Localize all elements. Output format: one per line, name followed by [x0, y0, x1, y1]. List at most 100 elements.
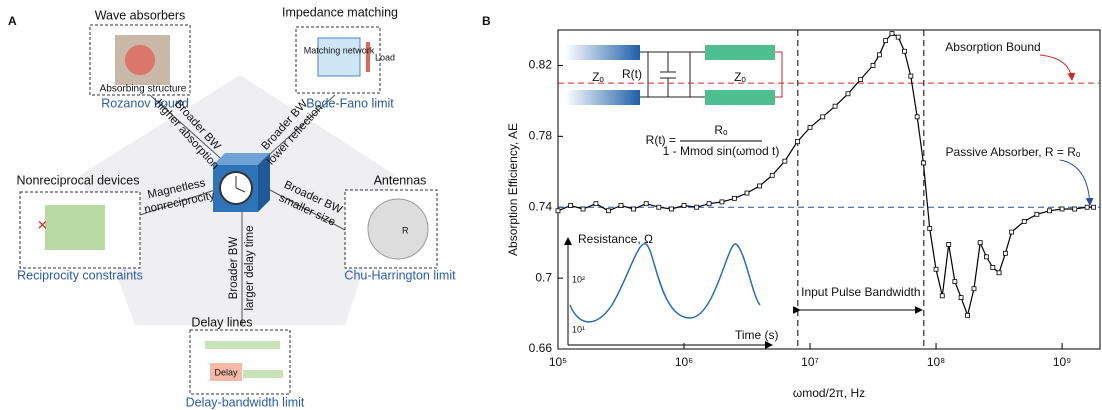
drawing-part [139, 189, 216, 216]
inset-tick: 10² [572, 274, 585, 284]
x-tick-label: 10⁸ [927, 355, 945, 369]
data-point [870, 63, 876, 68]
inset-label: Time (s) [735, 328, 779, 342]
node-title: Delay lines [191, 315, 252, 329]
data-point [782, 158, 788, 164]
circuit-label: R(t) [622, 67, 642, 81]
icon [367, 198, 429, 260]
data-point [731, 195, 737, 201]
drawing-part [213, 153, 270, 165]
icon [45, 205, 105, 250]
data-point [593, 201, 599, 207]
data-point [656, 204, 662, 210]
drawing-part [569, 243, 761, 323]
annotation: Passive Absorber, R = Rₒ [946, 145, 1081, 159]
data-point [1021, 218, 1027, 224]
circuit-label: Zₒ [592, 70, 604, 84]
drawing-part [565, 90, 640, 105]
data-point [883, 38, 889, 44]
data-point [580, 206, 586, 212]
data-point [795, 139, 800, 145]
icon [125, 45, 155, 75]
node-limit: Rozanov bound [101, 96, 189, 110]
data-point [1084, 204, 1090, 210]
node-limit: Bode-Fano limit [306, 96, 394, 110]
annotation: Input Pulse Bandwidth [801, 285, 920, 299]
panel-b: 0.66 0.7 0.74 0.78 0.82 10⁵ 10⁶ 10⁷ 10⁸ 10⁹ ωmod/2… [506, 29, 1101, 400]
data-point [895, 34, 901, 40]
panel-label: B [482, 14, 491, 28]
spoke-text: Broader BW [228, 237, 240, 300]
node-title: Antennas [374, 173, 427, 187]
panel-a: Wave absorbers Absorbing structure Rozan… [17, 5, 457, 409]
node-inner: R [402, 225, 409, 235]
data-point [820, 114, 826, 120]
data-point [568, 203, 574, 208]
inset-plot [564, 237, 773, 349]
data-point [769, 172, 775, 178]
data-point [1034, 211, 1040, 217]
data-point [990, 265, 996, 270]
node-limit: Chu-Harrington limit [344, 268, 456, 282]
data-point [921, 160, 926, 166]
data-point [605, 208, 611, 214]
data-point [889, 31, 895, 36]
data-point [757, 183, 763, 189]
drawing-part [705, 45, 775, 60]
circuit-drawing [565, 45, 783, 105]
data-point [807, 125, 813, 130]
icon [205, 341, 280, 349]
y-tick-label: 0.7 [535, 270, 552, 284]
x-tick-label: 10⁹ [1053, 355, 1072, 369]
drawing-part [257, 94, 336, 166]
data-point [1009, 229, 1015, 235]
drawing-part [565, 45, 640, 60]
node-inner: Delay [214, 367, 238, 377]
data-point [618, 203, 624, 208]
data-point [1091, 204, 1097, 210]
node-box [189, 329, 291, 395]
data-point [681, 203, 687, 208]
data-point [908, 73, 914, 79]
data-point [876, 52, 882, 58]
data-point [984, 254, 989, 260]
spoke-label: Broader BW larger delay time [228, 225, 256, 310]
data-point [996, 270, 1002, 276]
icon [317, 37, 361, 77]
data-point [643, 201, 649, 207]
data-point [631, 206, 636, 212]
plot-frame [557, 29, 1101, 350]
node-limit: Delay-bandwidth limit [186, 395, 305, 409]
icon [366, 42, 370, 72]
y-tick-label: 0.82 [529, 58, 553, 72]
drawing-part [269, 189, 346, 231]
data-point [555, 208, 561, 214]
icon: ✕ [37, 217, 48, 232]
data-point [857, 77, 863, 83]
drawing-part [705, 90, 775, 105]
data-point [939, 293, 945, 299]
data-point [719, 199, 725, 205]
icon [210, 363, 242, 381]
node-limit: Reciprocity constraints [17, 268, 143, 282]
data-point [832, 103, 838, 109]
formula: R(t) = [646, 133, 676, 147]
node-title: Nonreciprocal devices [17, 173, 140, 187]
data-point [914, 114, 920, 120]
x-tick-label: 10⁵ [549, 355, 567, 369]
data-point [845, 91, 851, 97]
data-point [927, 226, 933, 231]
spoke-text: larger delay time [244, 225, 256, 310]
data-point [977, 240, 983, 246]
drawing-part [775, 51, 783, 98]
node-title: Wave absorbers [95, 8, 186, 22]
data-point [1072, 206, 1078, 212]
x-tick-label: 10⁷ [801, 355, 819, 369]
y-tick-label: 0.66 [529, 341, 553, 355]
data-point [958, 295, 964, 301]
data-point [933, 266, 939, 272]
data-point [971, 286, 977, 292]
drawing-part [149, 94, 229, 166]
panel-label: A [8, 14, 17, 28]
